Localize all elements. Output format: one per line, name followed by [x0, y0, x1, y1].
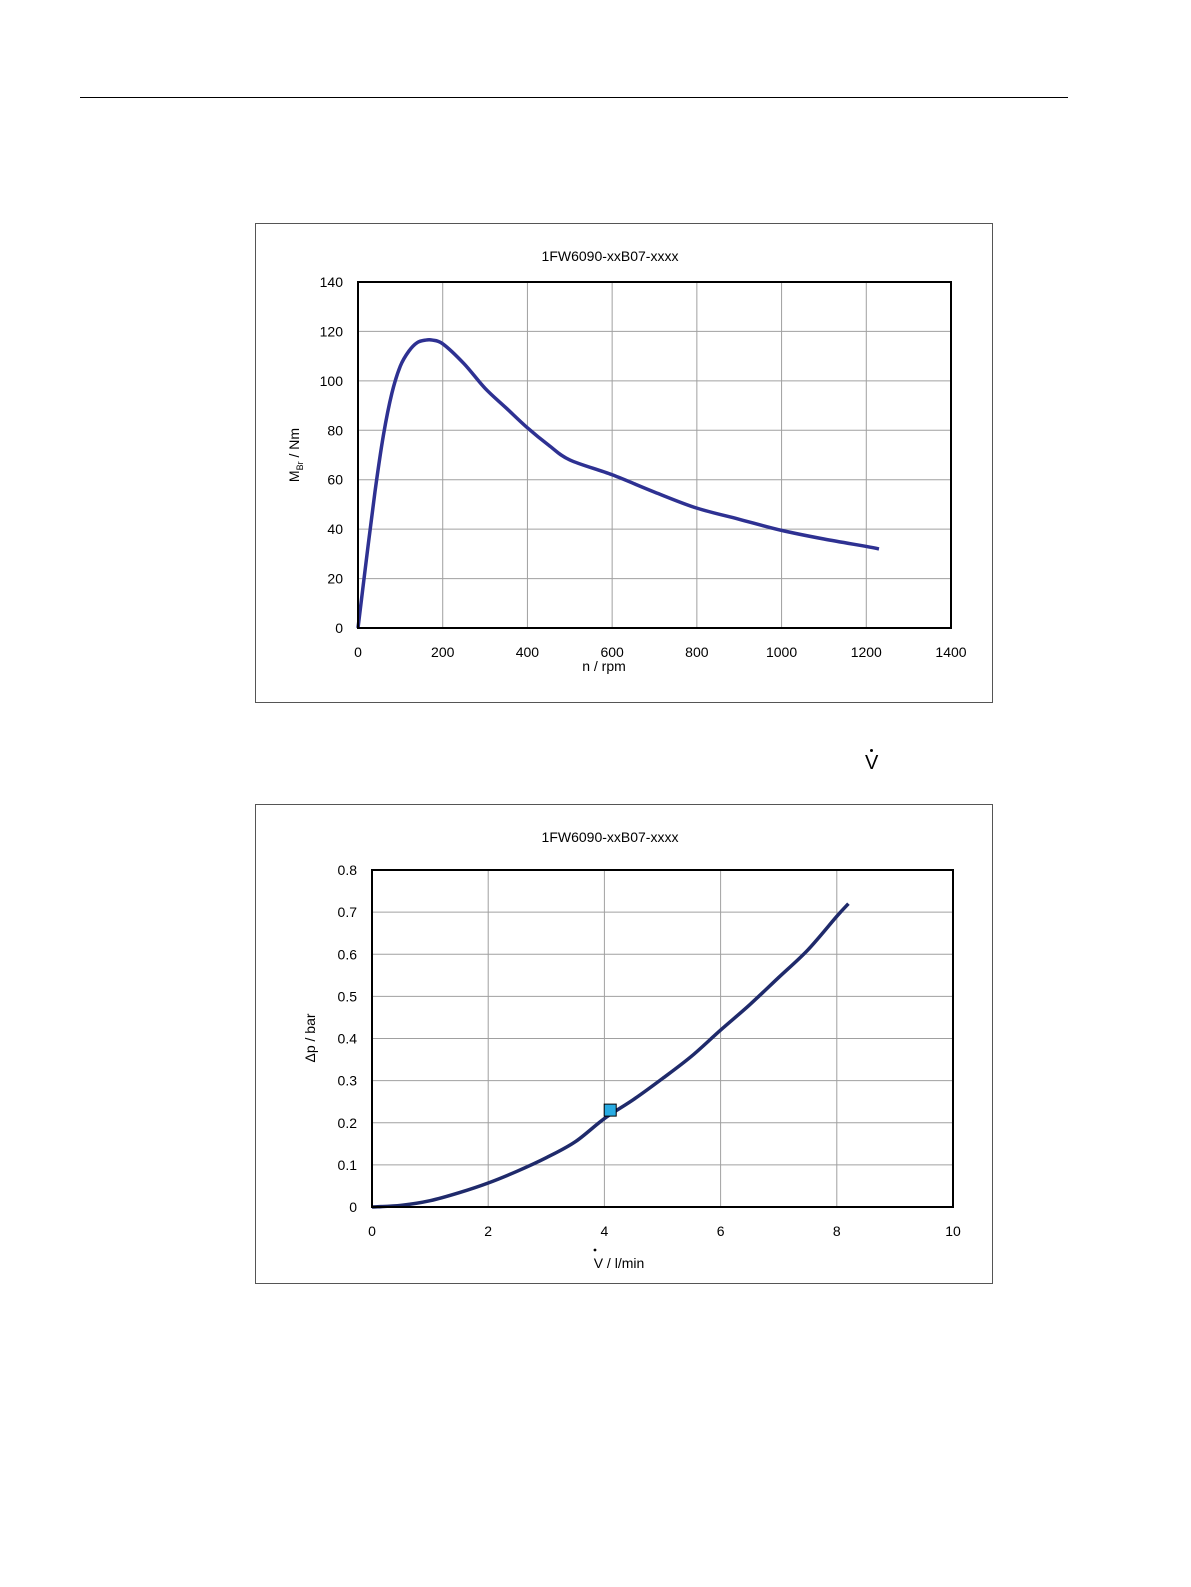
y-tick-label: 0: [335, 620, 343, 636]
chart-title: 1FW6090-xxB07-xxxx: [542, 829, 679, 845]
plot-frame: [371, 869, 954, 1208]
x-tick-label: 1400: [935, 644, 966, 660]
x-tick-label: 8: [833, 1223, 841, 1239]
y-tick-label: 0.5: [338, 988, 358, 1004]
x-axis-label-dot: [593, 1248, 597, 1252]
y-axis-label: MBr / Nm: [286, 428, 305, 482]
y-tick-label: 20: [327, 571, 343, 587]
x-tick-label: 1000: [766, 644, 797, 660]
y-tick-label: 0.8: [338, 862, 358, 878]
x-tick-label: 200: [431, 644, 455, 660]
y-tick-label: 40: [327, 521, 343, 537]
y-tick-label: 0.4: [338, 1031, 358, 1047]
x-tick-label: 0: [368, 1223, 376, 1239]
y-tick-label: 140: [320, 274, 344, 290]
chart-title: 1FW6090-xxB07-xxxx: [542, 248, 679, 264]
x-tick-label: 800: [685, 644, 709, 660]
y-tick-label: 0: [349, 1199, 357, 1215]
y-tick-label: 0.3: [338, 1073, 358, 1089]
x-tick-label: 0: [354, 644, 362, 660]
torque-chart-panel: 1FW6090-xxB07-xxxx 0 200 400 600 800 1000 1200…: [255, 223, 993, 703]
series-line: [371, 902, 850, 1209]
x-tick-label: 400: [516, 644, 540, 660]
x-tick-label: 2: [484, 1223, 492, 1239]
top-rule: [80, 97, 1068, 98]
plot-frame: [357, 281, 952, 629]
x-tick-label: 600: [600, 644, 624, 660]
y-tick-label: 60: [327, 472, 343, 488]
x-tick-label: 1200: [851, 644, 882, 660]
series-line: [356, 337, 880, 629]
x-tick-label: 10: [945, 1223, 961, 1239]
y-tick-label: 120: [320, 323, 344, 339]
x-tick-label: 6: [717, 1223, 725, 1239]
pressure-drop-chart: 1FW6090-xxB07-xxxx 0 2 4 6 8 10 0 0.1 0.2 0.3 0.4 0…: [302, 829, 961, 1271]
x-tick-label: 4: [601, 1223, 609, 1239]
y-tick-label: 0.2: [338, 1115, 358, 1131]
y-axis-label: Δp / bar: [302, 1013, 318, 1062]
y-tick-label: 0.1: [338, 1157, 358, 1173]
x-axis-label: n / rpm: [582, 658, 626, 674]
operating-point-marker: [603, 1103, 617, 1117]
x-axis-label: V / l/min: [593, 1248, 645, 1271]
pressure-drop-chart-panel: 1FW6090-xxB07-xxxx 0 2 4 6 8 10 0 0.1 0.2 0.3 0.4 0…: [255, 804, 993, 1284]
torque-chart: 1FW6090-xxB07-xxxx 0 200 400 600 800 1000 1200…: [286, 248, 967, 674]
svg-text:V / l/min: V / l/min: [594, 1255, 645, 1271]
y-tick-label: 100: [320, 373, 344, 389]
y-tick-label: 0.6: [338, 946, 358, 962]
flow-rate-symbol: V: [865, 752, 879, 774]
y-tick-label: 0.7: [338, 904, 358, 920]
y-tick-label: 80: [327, 422, 343, 438]
